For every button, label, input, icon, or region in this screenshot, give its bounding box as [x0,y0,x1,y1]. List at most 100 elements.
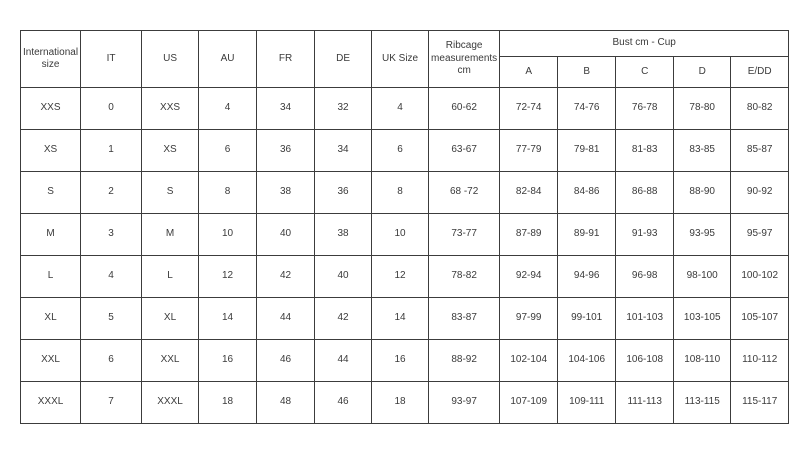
table-cell: 36 [314,171,373,214]
col-header-ribcage: Ribcage measurements cm [428,30,501,88]
table-cell: 10 [371,213,430,256]
table-cell: 4 [198,87,258,130]
table-cell: 87-89 [499,213,559,256]
table-cell: 6 [371,129,430,172]
table-cell: 7 [80,381,143,424]
table-cell: XXS [141,87,200,130]
table-cell: 73-77 [428,213,501,256]
table-cell: 109-111 [557,381,617,424]
table-cell: 94-96 [557,255,617,298]
table-cell: 90-92 [730,171,790,214]
table-cell: 99-101 [557,297,617,340]
table-cell: L [141,255,200,298]
table-cell: 86-88 [615,171,675,214]
table-cell: 84-86 [557,171,617,214]
header-row-cups: A B C D E/DD [21,56,790,88]
table-cell: 34 [256,87,316,130]
row-size-label: XXS [19,87,82,130]
col-header-bust-group: Bust cm - Cup [499,30,790,57]
table-cell: 3 [80,213,143,256]
table-cell: 113-115 [673,381,732,424]
table-cell: 106-108 [615,339,675,382]
table-cell: 5 [80,297,143,340]
table-cell: 79-81 [557,129,617,172]
col-header-fr: FR [256,30,316,88]
table-cell: 6 [80,339,143,382]
table-cell: XXL [141,339,200,382]
header-row-group: International size IT US AU FR DE UK Siz… [19,30,790,88]
table-cell: S [141,171,200,214]
size-table-body: XXS 0 XXS 4 34 32 4 60-62 72-74 74-76 76-78 78-80 80… [19,87,790,424]
col-header-us: US [141,30,200,88]
table-cell: 68 -72 [428,171,501,214]
col-header-cup-d: D [673,56,732,88]
row-size-label: XXL [19,339,82,382]
table-cell: 16 [371,339,430,382]
table-cell: 103-105 [673,297,732,340]
row-size-label: XS [19,129,82,172]
table-cell: 4 [80,255,143,298]
table-cell: 93-97 [428,381,501,424]
table-cell: 60-62 [428,87,501,130]
table-cell: 8 [198,171,258,214]
row-size-label: L [19,255,82,298]
table-cell: 14 [371,297,430,340]
table-cell: 1 [80,129,143,172]
table-row: XXL 6 XXL 16 46 44 16 88-92 102-104 104-106 106-10… [19,339,790,382]
table-cell: 44 [314,339,373,382]
table-cell: 91-93 [615,213,675,256]
table-cell: 18 [371,381,430,424]
table-cell: 107-109 [499,381,559,424]
table-cell: 46 [256,339,316,382]
row-size-label: XL [19,297,82,340]
table-cell: 12 [198,255,258,298]
table-cell: 108-110 [673,339,732,382]
table-cell: 74-76 [557,87,617,130]
table-cell: 0 [80,87,143,130]
table-row: L 4 L 12 42 40 12 78-82 92-94 94-96 96-98 98-100 100… [19,255,790,298]
table-cell: 101-103 [615,297,675,340]
table-cell: 85-87 [730,129,790,172]
table-cell: 77-79 [499,129,559,172]
table-cell: 95-97 [730,213,790,256]
size-conversion-table: International size IT US AU FR DE UK Siz… [19,30,790,424]
table-cell: 40 [314,255,373,298]
col-header-de: DE [314,30,373,88]
table-cell: 38 [256,171,316,214]
table-cell: 6 [198,129,258,172]
table-cell: 10 [198,213,258,256]
table-cell: 83-87 [428,297,501,340]
table-cell: 100-102 [730,255,790,298]
table-cell: 92-94 [499,255,559,298]
col-header-uk-size: UK Size [371,30,430,88]
table-cell: 81-83 [615,129,675,172]
table-cell: 44 [256,297,316,340]
table-cell: XXXL [141,381,200,424]
table-cell: 88-92 [428,339,501,382]
table-cell: 82-84 [499,171,559,214]
table-cell: 4 [371,87,430,130]
table-cell: 34 [314,129,373,172]
table-cell: 40 [256,213,316,256]
table-cell: 78-82 [428,255,501,298]
row-size-label: XXXL [19,381,82,424]
col-header-cup-c: C [615,56,675,88]
table-cell: 18 [198,381,258,424]
table-cell: 104-106 [557,339,617,382]
table-cell: 83-85 [673,129,732,172]
table-cell: 42 [256,255,316,298]
table-row: XXXL 7 XXXL 18 48 46 18 93-97 107-109 109-111 111-… [19,381,790,424]
size-chart-container: International size IT US AU FR DE UK Siz… [19,30,790,424]
table-row: XXS 0 XXS 4 34 32 4 60-62 72-74 74-76 76-78 78-80 80… [19,87,790,130]
table-cell: 2 [80,171,143,214]
table-cell: 12 [371,255,430,298]
table-cell: 76-78 [615,87,675,130]
table-cell: 72-74 [499,87,559,130]
table-cell: 88-90 [673,171,732,214]
table-cell: 48 [256,381,316,424]
col-header-cup-a: A [499,56,559,88]
table-cell: 96-98 [615,255,675,298]
table-cell: 115-117 [730,381,790,424]
table-cell: 105-107 [730,297,790,340]
table-row: M 3 M 10 40 38 10 73-77 87-89 89-91 91-93 93-95 95-9… [19,213,790,256]
